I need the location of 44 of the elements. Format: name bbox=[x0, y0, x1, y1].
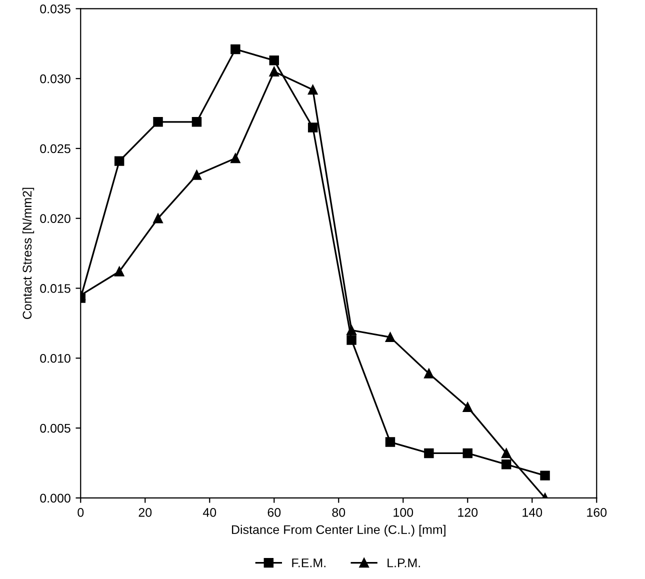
legend-label: L.P.M. bbox=[388, 558, 420, 568]
point bbox=[346, 335, 356, 345]
y-tick-label: 0.025 bbox=[40, 144, 70, 154]
x-tick-label: 40 bbox=[202, 508, 216, 517]
y-tick-label: 0.010 bbox=[40, 354, 70, 363]
point bbox=[540, 470, 550, 480]
point bbox=[269, 56, 279, 66]
point bbox=[462, 448, 472, 458]
x-tick-label: 120 bbox=[458, 508, 478, 517]
point bbox=[269, 66, 279, 76]
y-tick-label: 0.030 bbox=[40, 74, 70, 84]
x-axis-title: Distance From Center Line (C.L.) [mm] bbox=[232, 524, 446, 537]
x-tick-label: 0 bbox=[78, 508, 84, 517]
point bbox=[501, 460, 512, 470]
x-tick-label: 20 bbox=[138, 508, 152, 517]
point bbox=[153, 117, 163, 127]
point bbox=[424, 448, 434, 458]
point bbox=[385, 437, 396, 447]
point bbox=[308, 84, 318, 95]
y-axis-title: Contact Stress [N/mm2] bbox=[22, 188, 34, 320]
x-tick-label: 80 bbox=[332, 508, 346, 517]
point bbox=[192, 170, 202, 180]
legend-label: F.E.M. bbox=[292, 558, 326, 568]
point bbox=[501, 448, 512, 458]
x-tick-label: 140 bbox=[522, 508, 542, 517]
y-tick-label: 0.005 bbox=[40, 424, 70, 433]
y-tick-label: 0.020 bbox=[40, 214, 70, 224]
point bbox=[114, 266, 124, 276]
point bbox=[153, 214, 163, 224]
y-tick-label: 0.015 bbox=[40, 284, 70, 293]
x-tick-label: 60 bbox=[268, 508, 281, 517]
point bbox=[192, 117, 202, 127]
point bbox=[230, 44, 240, 54]
point bbox=[230, 153, 240, 164]
point bbox=[114, 156, 124, 166]
point bbox=[346, 325, 356, 336]
point bbox=[462, 402, 472, 412]
point bbox=[424, 368, 434, 378]
point bbox=[385, 332, 396, 342]
y-tick-label: 0.000 bbox=[40, 494, 70, 503]
point bbox=[308, 122, 318, 132]
y-tick-label: 0.035 bbox=[40, 4, 70, 14]
x-tick-label: 100 bbox=[394, 508, 414, 517]
x-tick-label: 160 bbox=[587, 508, 607, 517]
